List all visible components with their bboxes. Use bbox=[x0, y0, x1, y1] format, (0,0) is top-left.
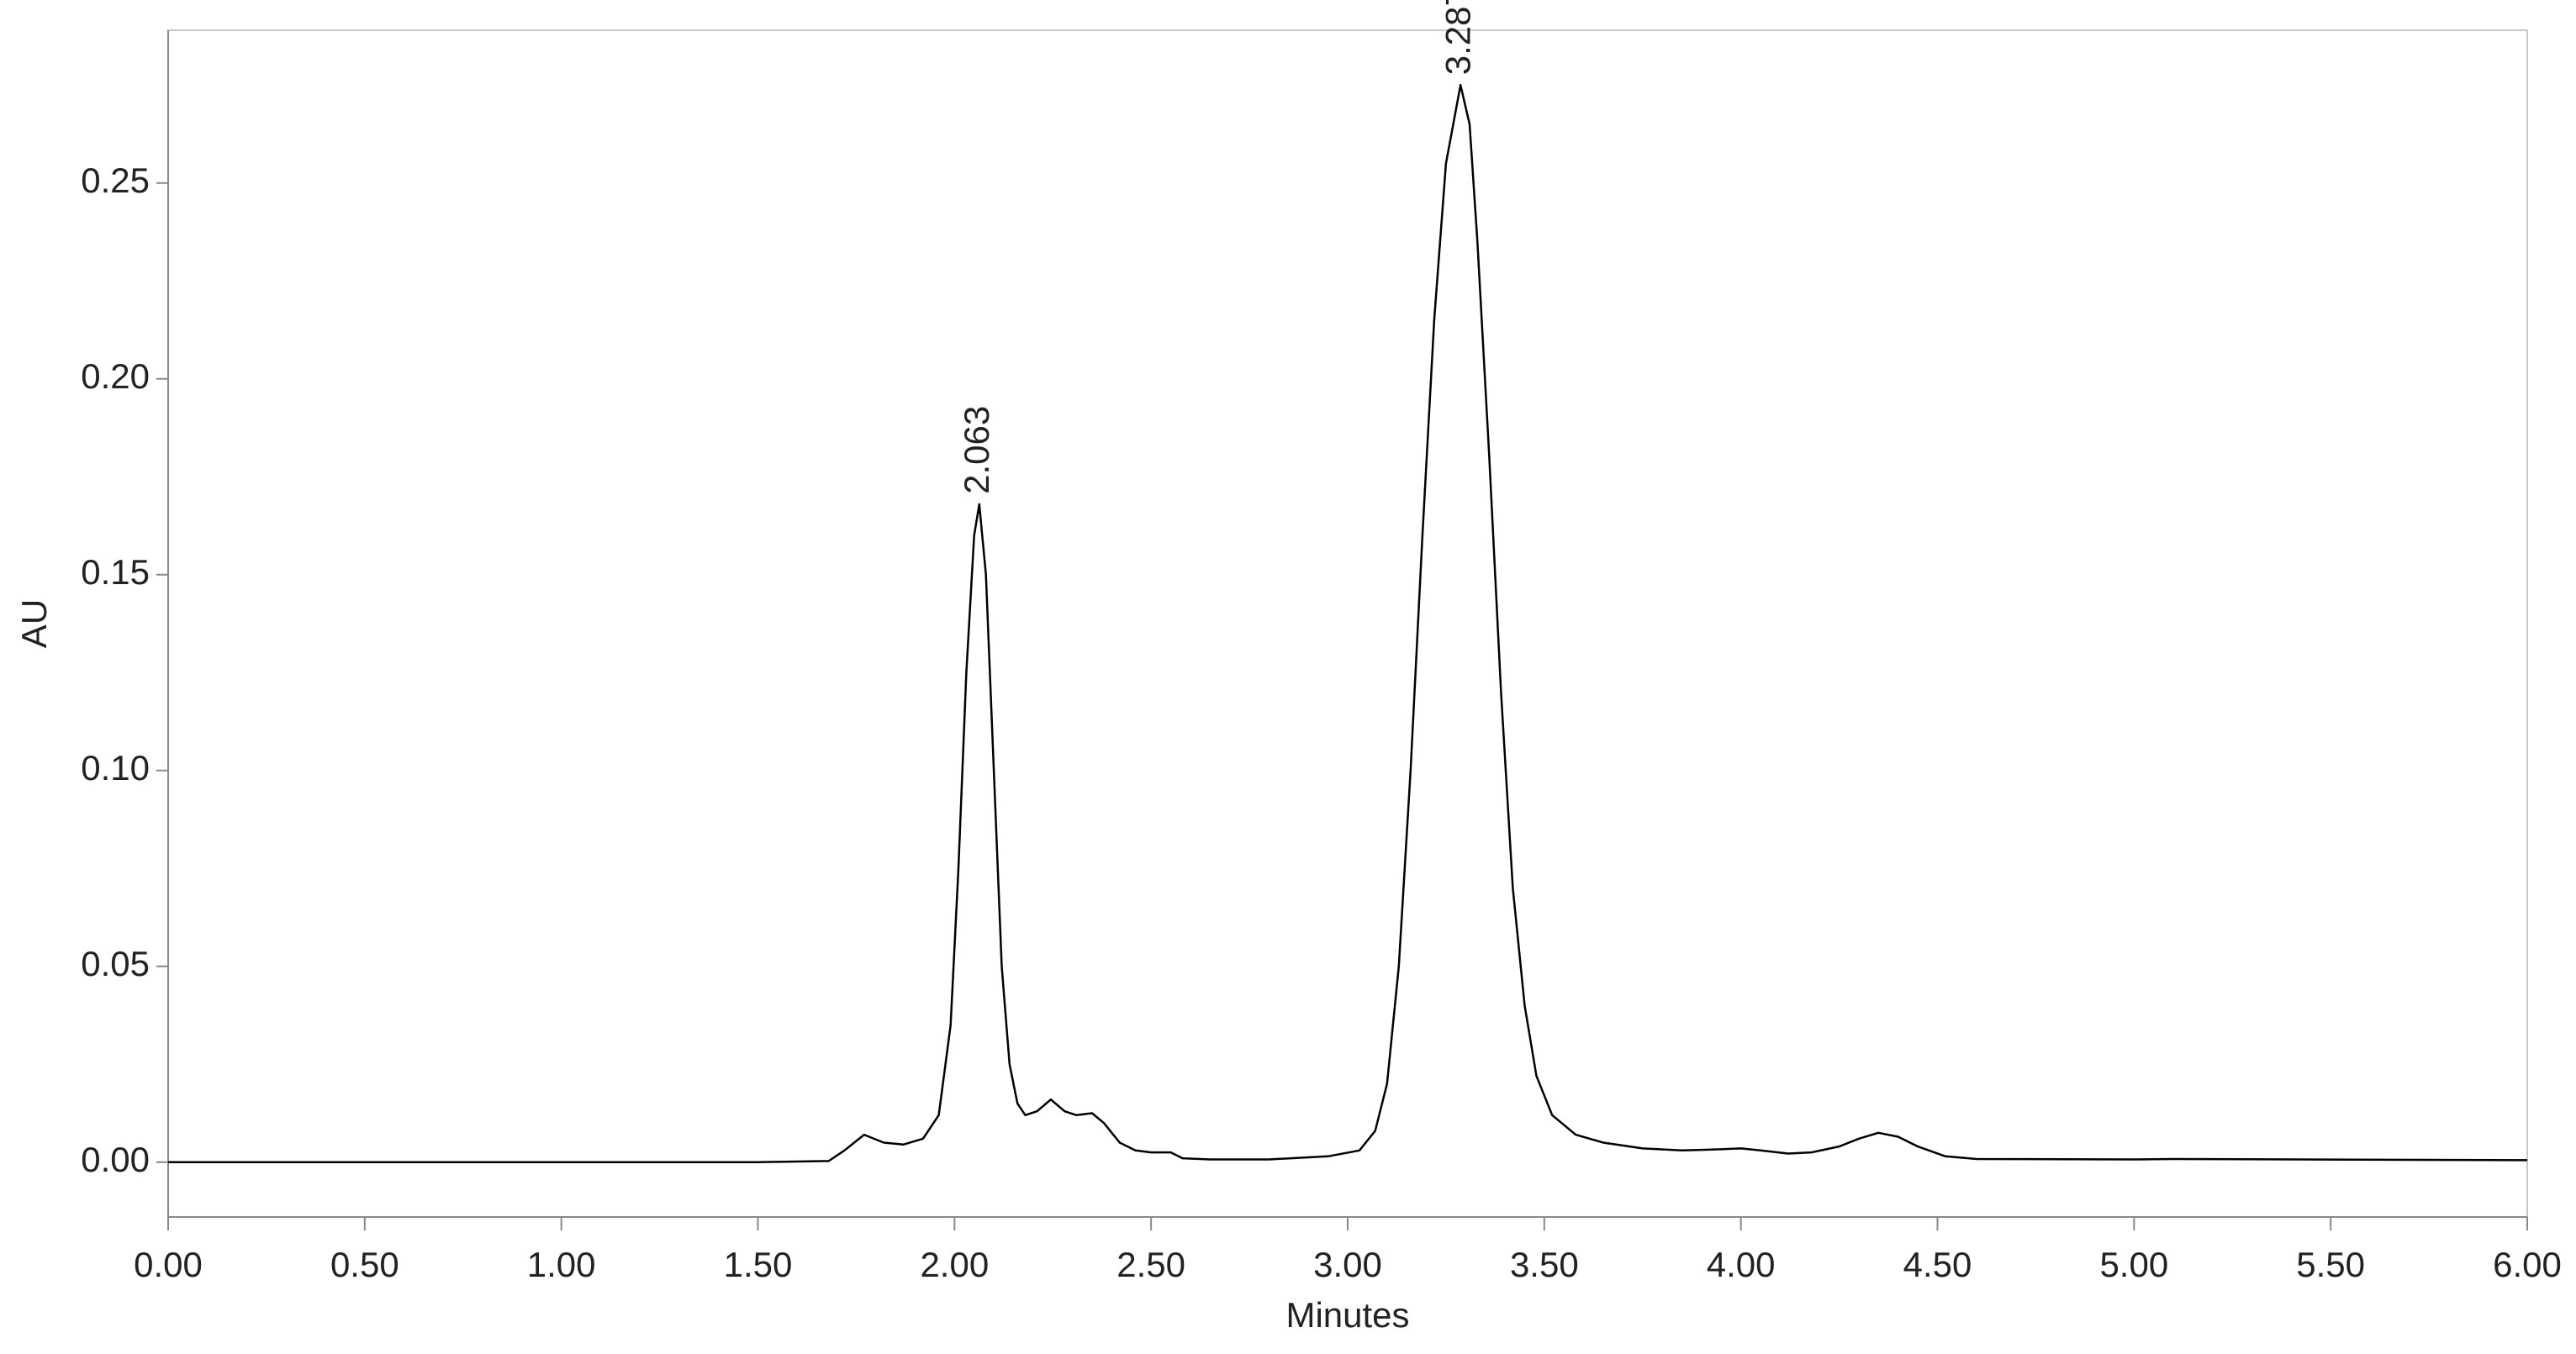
x-tick-label: 3.50 bbox=[1510, 1245, 1579, 1284]
x-axis-label: Minutes bbox=[1285, 1295, 1409, 1335]
y-tick-label: 0.25 bbox=[81, 161, 150, 200]
x-tick-label: 1.50 bbox=[724, 1245, 793, 1284]
y-tick-label: 0.05 bbox=[81, 944, 150, 983]
x-tick-label: 0.00 bbox=[134, 1245, 203, 1284]
x-tick-label: 3.00 bbox=[1313, 1245, 1382, 1284]
trace bbox=[168, 83, 2528, 1164]
x-tick-label: 2.00 bbox=[920, 1245, 989, 1284]
peak-label: 3.287 bbox=[1438, 0, 1477, 75]
y-tick-label: 0.00 bbox=[81, 1140, 150, 1179]
y-tick-label: 0.20 bbox=[81, 356, 150, 396]
plot-frame bbox=[167, 29, 2528, 1218]
x-tick-label: 4.00 bbox=[1707, 1245, 1776, 1284]
x-tick-label: 5.00 bbox=[2099, 1245, 2168, 1284]
x-tick-label: 0.50 bbox=[330, 1245, 399, 1284]
x-tick-label: 5.50 bbox=[2296, 1245, 2365, 1284]
y-tick-label: 0.10 bbox=[81, 748, 150, 788]
x-tick-label: 4.50 bbox=[1903, 1245, 1972, 1284]
x-tick-label: 2.50 bbox=[1116, 1245, 1185, 1284]
peak-label: 2.063 bbox=[957, 406, 996, 494]
y-axis-label: AU bbox=[14, 599, 54, 648]
y-tick-label: 0.15 bbox=[81, 552, 150, 592]
x-tick-label: 6.00 bbox=[2493, 1245, 2562, 1284]
x-tick-label: 1.00 bbox=[527, 1245, 596, 1284]
